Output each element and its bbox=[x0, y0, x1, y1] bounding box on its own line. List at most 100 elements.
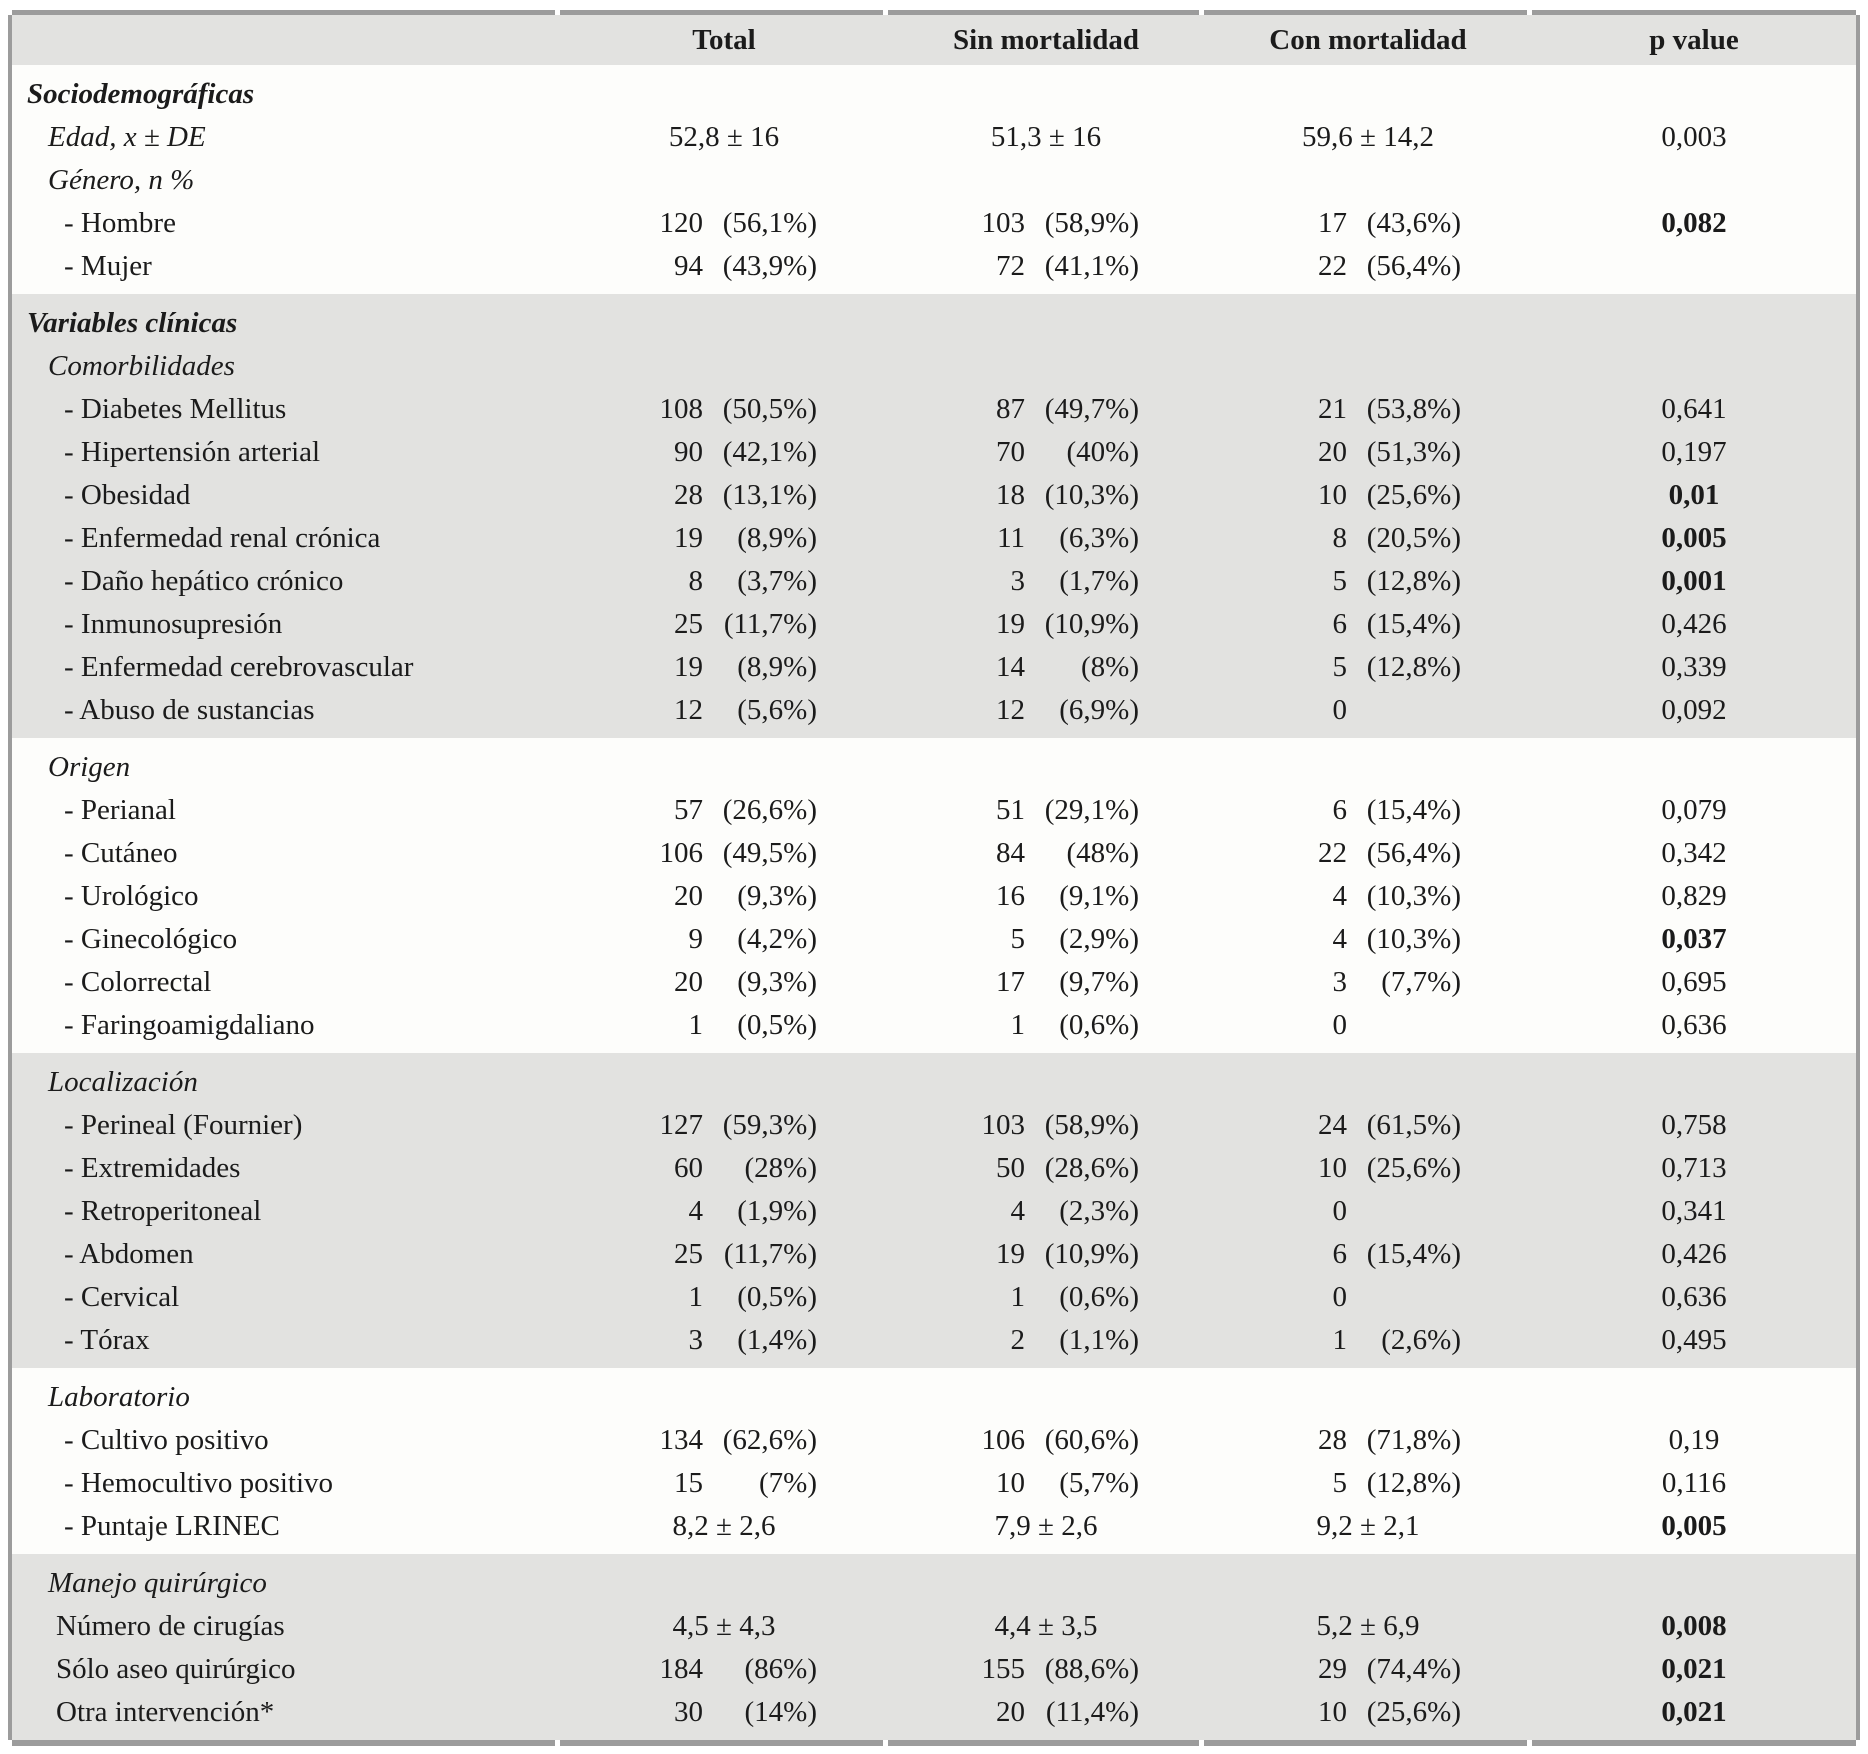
table-row: Localización bbox=[12, 1061, 1856, 1104]
cell-con-mortalidad: 4 (10,3%) bbox=[1204, 918, 1532, 961]
value-percent: (2,3%) bbox=[1059, 1195, 1139, 1227]
value-count: 5 bbox=[1010, 923, 1026, 955]
value-count: 103 bbox=[981, 207, 1026, 239]
row-label: Laboratorio bbox=[48, 1381, 190, 1413]
table-bottom-border bbox=[12, 1740, 1856, 1746]
p-value-text: 0,197 bbox=[1661, 436, 1727, 468]
cell-total bbox=[560, 159, 888, 202]
cell-sin-mortalidad bbox=[888, 159, 1204, 202]
value-count: 106 bbox=[659, 837, 704, 869]
value-percent bbox=[1355, 1276, 1461, 1319]
cell-con-mortalidad: 21 (53,8%) bbox=[1204, 388, 1532, 431]
cell-sin-mortalidad: 87 (49,7%) bbox=[888, 388, 1204, 431]
table-section: Localización - Perineal (Fournier) 127 (5… bbox=[12, 1053, 1856, 1368]
p-value-text: 0,758 bbox=[1661, 1109, 1727, 1141]
value-count: 4 bbox=[1010, 1195, 1026, 1227]
value-percent: (9,7%) bbox=[1059, 966, 1139, 998]
value-count: 20 bbox=[674, 880, 703, 912]
table-row: - Extremidades 60 (28%) 50 (28,6%) 10 (25,6… bbox=[12, 1147, 1856, 1190]
value-percent: (6,3%) bbox=[1059, 522, 1139, 554]
cell-p-value: 0,758 bbox=[1532, 1104, 1856, 1147]
p-value-text: 0,341 bbox=[1661, 1195, 1727, 1227]
p-value-text: 0,426 bbox=[1661, 1238, 1727, 1270]
value-percent: (53,8%) bbox=[1366, 393, 1461, 425]
row-label: - Diabetes Mellitus bbox=[64, 393, 287, 425]
cell-total bbox=[560, 1562, 888, 1605]
table-row: - Diabetes Mellitus 108 (50,5%) 87 (49,7%)… bbox=[12, 388, 1856, 431]
border-segment bbox=[12, 1740, 555, 1746]
value-count: 4 bbox=[1332, 923, 1348, 955]
cell-total bbox=[560, 1061, 888, 1104]
value-percent: (51,3%) bbox=[1366, 436, 1461, 468]
value-count: 51 bbox=[996, 794, 1025, 826]
value-count: 10 bbox=[1318, 479, 1347, 511]
value-count: 19 bbox=[996, 608, 1025, 640]
p-value-text: 0,116 bbox=[1661, 1467, 1727, 1499]
cell-p-value bbox=[1532, 746, 1856, 789]
value-percent: (48%) bbox=[1066, 837, 1139, 869]
cell-sin-mortalidad: 10 (5,7%) bbox=[888, 1462, 1204, 1505]
cell-con-mortalidad: 3 (7,7%) bbox=[1204, 961, 1532, 1004]
value-count: 94 bbox=[674, 250, 703, 282]
value-count: 10 bbox=[1318, 1696, 1347, 1728]
cell-sin-mortalidad bbox=[888, 1061, 1204, 1104]
value-percent: (15,4%) bbox=[1366, 608, 1461, 640]
cell-total: 15 (7%) bbox=[560, 1462, 888, 1505]
border-segment bbox=[888, 10, 1199, 15]
table-row: Variables clínicas bbox=[12, 302, 1856, 345]
p-value-text: 0,021 bbox=[1661, 1696, 1727, 1728]
cell-p-value bbox=[1532, 73, 1856, 116]
cell-total: 184 (86%) bbox=[560, 1648, 888, 1691]
row-label: - Daño hepático crónico bbox=[64, 565, 344, 597]
row-label: Otra intervención* bbox=[56, 1696, 275, 1728]
value-mean-sd: 51,3 ± 16 bbox=[990, 121, 1102, 153]
border-segment bbox=[888, 1740, 1199, 1746]
value-count: 17 bbox=[996, 966, 1025, 998]
header-total: Total bbox=[692, 24, 756, 56]
table-row: - Perianal 57 (26,6%) 51 (29,1%) 6 (15,4%) … bbox=[12, 789, 1856, 832]
value-percent: (43,9%) bbox=[722, 250, 817, 282]
value-percent: (29,1%) bbox=[1044, 794, 1139, 826]
border-segment bbox=[560, 1740, 883, 1746]
value-count: 12 bbox=[674, 694, 703, 726]
cell-p-value: 0,092 bbox=[1532, 689, 1856, 732]
value-mean-sd: 8,2 ± 2,6 bbox=[672, 1510, 776, 1542]
table-row: - Perineal (Fournier) 127 (59,3%) 103 (58,… bbox=[12, 1104, 1856, 1147]
table-row: - Puntaje LRINEC 8,2 ± 2,6 7,9 ± 2,6 9,2… bbox=[12, 1505, 1856, 1548]
value-percent: (7,7%) bbox=[1381, 966, 1461, 998]
cell-total: 60 (28%) bbox=[560, 1147, 888, 1190]
cell-p-value: 0,426 bbox=[1532, 1233, 1856, 1276]
table-row: - Urológico 20 (9,3%) 16 (9,1%) 4 (10,3%) 0… bbox=[12, 875, 1856, 918]
row-label: - Tórax bbox=[64, 1324, 150, 1356]
value-percent: (10,9%) bbox=[1044, 608, 1139, 640]
cell-sin-mortalidad: 12 (6,9%) bbox=[888, 689, 1204, 732]
cell-p-value bbox=[1532, 302, 1856, 345]
p-value-text: 0,021 bbox=[1661, 1653, 1727, 1685]
cell-con-mortalidad: 29 (74,4%) bbox=[1204, 1648, 1532, 1691]
value-percent: (58,9%) bbox=[1044, 1109, 1139, 1141]
value-count: 14 bbox=[996, 651, 1025, 683]
value-mean-sd: 59,6 ± 14,2 bbox=[1302, 121, 1434, 153]
cell-sin-mortalidad: 2 (1,1%) bbox=[888, 1319, 1204, 1362]
value-percent: (60,6%) bbox=[1044, 1424, 1139, 1456]
p-value-text: 0,636 bbox=[1661, 1009, 1727, 1041]
table-section: Origen - Perianal 57 (26,6%) 51 (29,1%) 6(… bbox=[12, 738, 1856, 1053]
value-percent: (56,4%) bbox=[1366, 250, 1461, 282]
cell-con-mortalidad: 8 (20,5%) bbox=[1204, 517, 1532, 560]
cell-p-value: 0,426 bbox=[1532, 603, 1856, 646]
cell-total: 94 (43,9%) bbox=[560, 245, 888, 288]
p-value-text: 0,713 bbox=[1661, 1152, 1727, 1184]
value-count: 5 bbox=[1332, 651, 1348, 683]
value-percent: (49,7%) bbox=[1044, 393, 1139, 425]
p-value-text: 0,495 bbox=[1661, 1324, 1727, 1356]
cell-p-value: 0,695 bbox=[1532, 961, 1856, 1004]
value-percent: (59,3%) bbox=[722, 1109, 817, 1141]
cell-sin-mortalidad: 4 (2,3%) bbox=[888, 1190, 1204, 1233]
value-count: 0 bbox=[1332, 1009, 1348, 1041]
row-label: - Faringoamigdaliano bbox=[64, 1009, 315, 1041]
value-mean-sd: 9,2 ± 2,1 bbox=[1316, 1510, 1420, 1542]
value-percent: (1,4%) bbox=[737, 1324, 817, 1356]
value-percent: (12,8%) bbox=[1366, 565, 1461, 597]
value-percent: (56,1%) bbox=[722, 207, 817, 239]
